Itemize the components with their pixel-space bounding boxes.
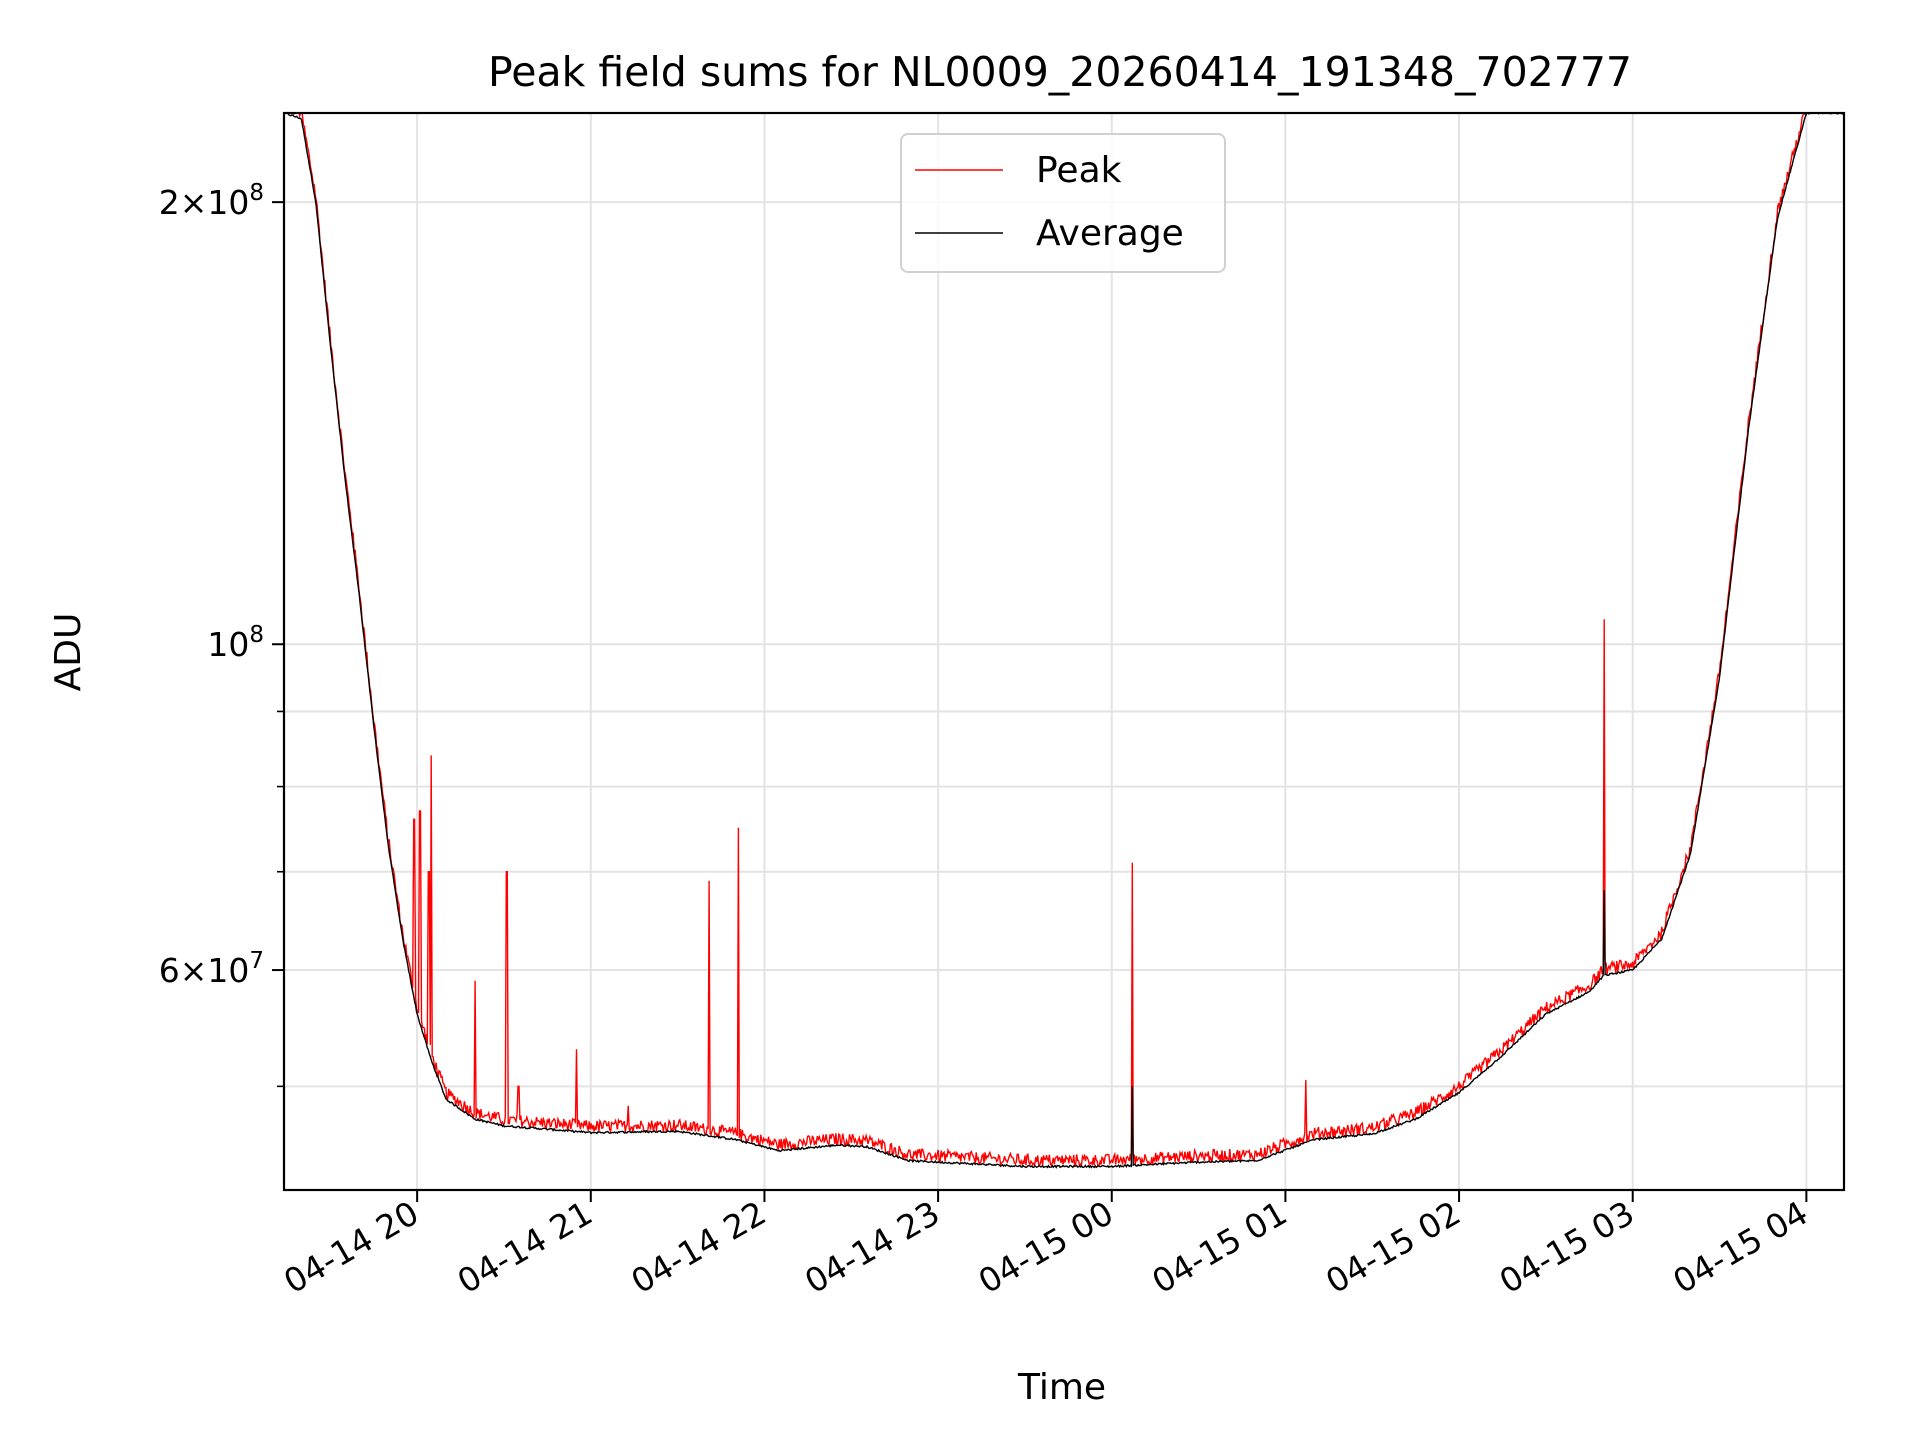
series-layer	[284, 113, 1844, 1169]
plot-frame	[282, 111, 1846, 1192]
legend: Peak Average	[900, 133, 1226, 273]
x-axis-label: Time	[1017, 1367, 1106, 1408]
peak-series-line	[291, 113, 1837, 1168]
y-axis-label: ADU	[48, 613, 89, 692]
legend-label-average: Average	[1036, 213, 1184, 254]
chart-title: Peak field sums for NL0009_20260414_1913…	[488, 48, 1632, 96]
average-series-line	[284, 113, 1844, 1169]
grid	[284, 113, 1844, 1190]
legend-label-peak: Peak	[1036, 150, 1122, 191]
y-tick-label: 2×108	[159, 180, 264, 222]
legend-box	[900, 133, 1226, 273]
y-tick-label: 6×107	[159, 948, 264, 990]
